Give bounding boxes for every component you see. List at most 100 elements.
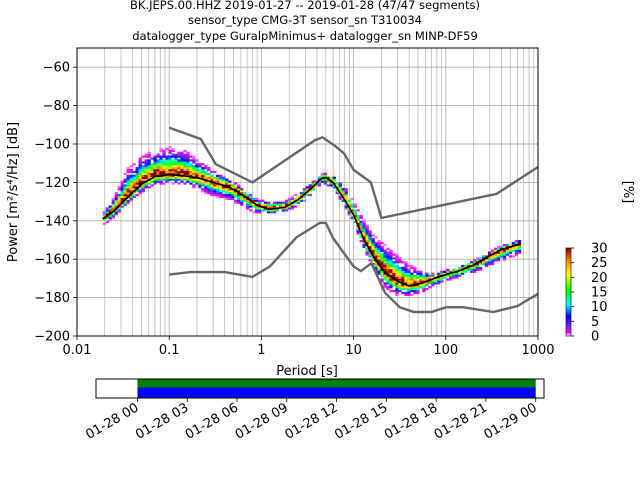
heatmap-cell	[126, 188, 130, 191]
heatmap-cell	[141, 167, 145, 170]
heatmap-cell	[490, 255, 495, 258]
heatmap-cell	[383, 268, 387, 272]
heatmap-cell	[198, 163, 202, 166]
heatmap-cell	[380, 268, 384, 272]
heatmap-cell	[371, 234, 375, 237]
heatmap-cell	[389, 284, 393, 287]
heatmap-cell	[502, 243, 507, 247]
heatmap-cell	[407, 276, 411, 279]
heatmap-cell	[356, 216, 360, 220]
heatmap-cell	[338, 193, 342, 197]
heatmap-cell	[123, 195, 127, 199]
heatmap-cell	[269, 203, 274, 206]
heatmap-cell	[410, 286, 414, 289]
heatmap-cell	[407, 264, 411, 268]
heatmap-cell	[263, 201, 268, 204]
heatmap-cell	[156, 180, 160, 183]
heatmap-cell	[138, 188, 142, 191]
heatmap-cell	[204, 165, 208, 168]
heatmap-cell	[156, 167, 160, 170]
heatmap-cell	[365, 234, 369, 237]
heatmap-cell	[502, 259, 507, 262]
heatmap-cell	[383, 278, 387, 281]
heatmap-cell	[174, 176, 178, 179]
heatmap-cell	[383, 261, 387, 264]
heatmap-cell	[246, 193, 250, 197]
heatmap-cell	[263, 203, 268, 206]
heatmap-cell	[425, 272, 429, 275]
data-coverage-bar	[137, 387, 536, 398]
heatmap-cell	[162, 172, 166, 176]
heatmap-cell	[183, 153, 187, 156]
heatmap-cell	[120, 186, 124, 189]
heatmap-cell	[383, 253, 387, 256]
heatmap-cell	[165, 163, 169, 166]
heatmap-cell	[398, 272, 402, 275]
heatmap-cell	[347, 211, 351, 214]
heatmap-cell	[153, 163, 157, 166]
heatmap-cell	[153, 159, 157, 162]
heatmap-cell	[207, 188, 211, 191]
heatmap-cell	[505, 243, 510, 247]
colorbar-gradient	[565, 247, 572, 337]
heatmap-cell	[198, 172, 202, 176]
heatmap-cell	[192, 167, 196, 170]
heatmap-cell	[278, 203, 283, 206]
heatmap-cell	[135, 172, 139, 176]
heatmap-cell	[398, 266, 402, 270]
heatmap-cell	[162, 151, 166, 154]
heatmap-cell	[228, 197, 232, 200]
heatmap-cell	[171, 174, 175, 177]
heatmap-cell	[189, 168, 193, 172]
heatmap-cell	[347, 203, 351, 206]
heatmap-cell	[287, 207, 292, 210]
heatmap-cell	[422, 278, 426, 281]
heatmap-cell	[377, 247, 381, 250]
heatmap-cell	[413, 288, 417, 291]
heatmap-cell	[484, 259, 489, 262]
heatmap-cell	[368, 238, 372, 241]
heatmap-cell	[123, 201, 127, 204]
heatmap-cell	[380, 263, 384, 266]
heatmap-cell	[257, 199, 262, 202]
heatmap-cell	[168, 149, 172, 152]
heatmap-cell	[398, 274, 402, 277]
heatmap-cell	[422, 282, 426, 285]
heatmap-cell	[431, 276, 435, 279]
heatmap-cell	[222, 190, 226, 193]
heatmap-cell	[517, 240, 522, 243]
heatmap-cell	[320, 174, 324, 177]
heatmap-cell	[138, 176, 142, 179]
heatmap-cell	[266, 203, 271, 206]
heatmap-cell	[431, 284, 435, 287]
heatmap-cell	[332, 180, 336, 183]
heatmap-cell	[162, 170, 166, 174]
colorbar-label: [%]	[620, 181, 635, 204]
heatmap-cell	[129, 195, 133, 199]
heatmap-cell	[371, 243, 375, 247]
heatmap-cell	[144, 184, 148, 187]
heatmap-cell	[159, 168, 163, 172]
heatmap-cell	[356, 230, 360, 233]
heatmap-cell	[410, 282, 414, 285]
heatmap-cell	[240, 203, 244, 206]
heatmap-cell	[126, 199, 130, 202]
heatmap-cell	[186, 159, 190, 162]
heatmap-cell	[502, 255, 507, 258]
heatmap-cell	[117, 193, 121, 197]
heatmap-cell	[347, 199, 351, 202]
heatmap-cell	[395, 259, 399, 262]
heatmap-cell	[105, 216, 109, 220]
heatmap-cell	[404, 268, 408, 272]
heatmap-cell	[425, 282, 429, 285]
heatmap-cell	[108, 218, 112, 222]
heatmap-cell	[213, 190, 217, 193]
heatmap-cell	[123, 192, 127, 195]
heatmap-cell	[156, 161, 160, 164]
heatmap-cell	[165, 167, 169, 170]
heatmap-cell	[413, 282, 417, 285]
heatmap-cell	[395, 286, 399, 289]
heatmap-cell	[129, 174, 133, 177]
heatmap-cell	[475, 268, 480, 272]
